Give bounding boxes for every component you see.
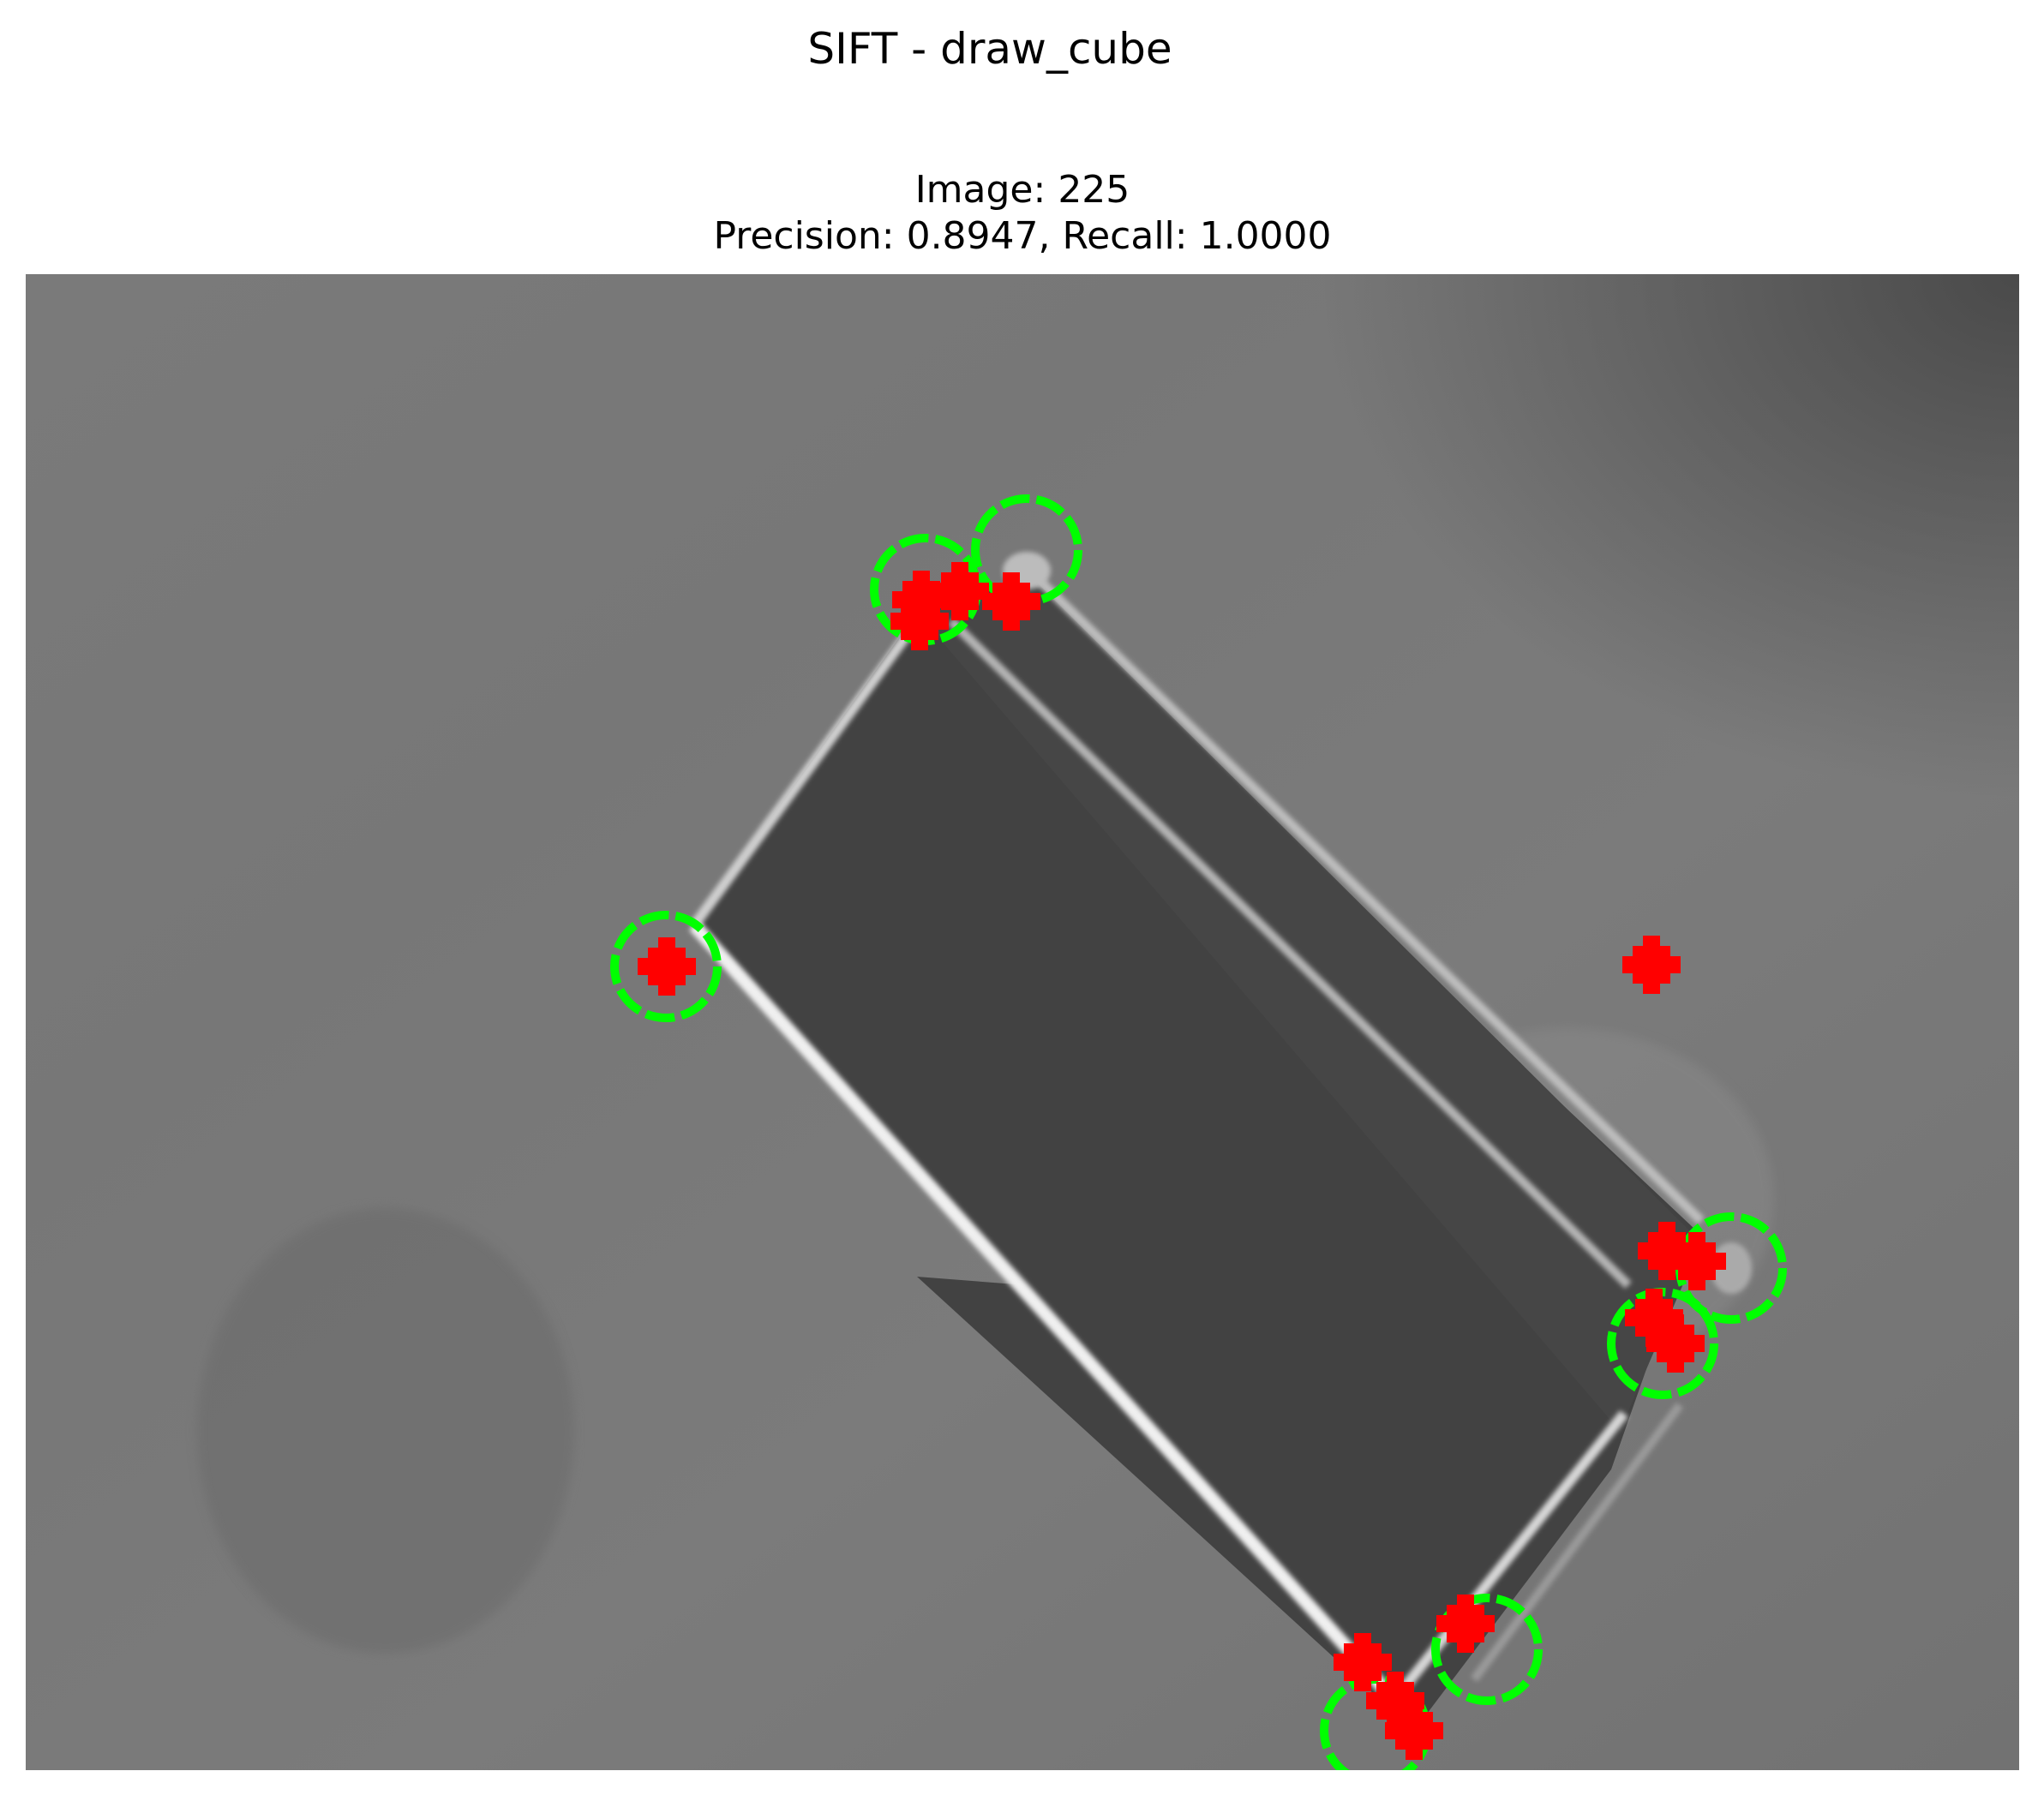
detected-keypoint-markers	[638, 562, 1726, 1760]
figure-title: SIFT - draw_cube	[807, 24, 1172, 74]
detected-keypoint-marker	[1668, 1232, 1726, 1290]
cube-shape	[689, 552, 1752, 1731]
cube-front-face	[694, 613, 1645, 1698]
image-panel	[26, 274, 2019, 1770]
ground-truth-keypoint-circle	[1431, 1594, 1543, 1705]
detected-keypoint-marker	[1334, 1633, 1392, 1691]
detected-keypoint-marker	[1436, 1595, 1495, 1653]
detected-keypoint-marker	[931, 562, 989, 620]
image-id-label: Image: 225	[914, 168, 1130, 212]
axes-subtitle: Image: 225 Precision: 0.8947, Recall: 1.…	[26, 167, 2019, 260]
image-canvas	[26, 274, 2019, 1770]
cube-top-face	[917, 574, 1701, 1431]
blurred-patch	[197, 1208, 574, 1654]
precision-recall-label: Precision: 0.8947, Recall: 1.0000	[713, 214, 1332, 258]
detected-keypoint-marker	[982, 572, 1040, 631]
cube-edge	[689, 920, 1398, 1703]
detected-keypoint-marker	[638, 937, 696, 996]
cube-edge	[690, 618, 921, 929]
ground-truth-keypoint-circle	[610, 911, 722, 1022]
detected-keypoint-marker	[1385, 1702, 1443, 1760]
cube-edge	[1025, 566, 1705, 1224]
detected-keypoint-marker	[1622, 936, 1681, 994]
cube-edge	[1471, 1403, 1683, 1682]
cube-edge	[948, 618, 1632, 1289]
detected-keypoint-marker	[1646, 1314, 1705, 1373]
detected-keypoint-marker	[890, 592, 949, 650]
